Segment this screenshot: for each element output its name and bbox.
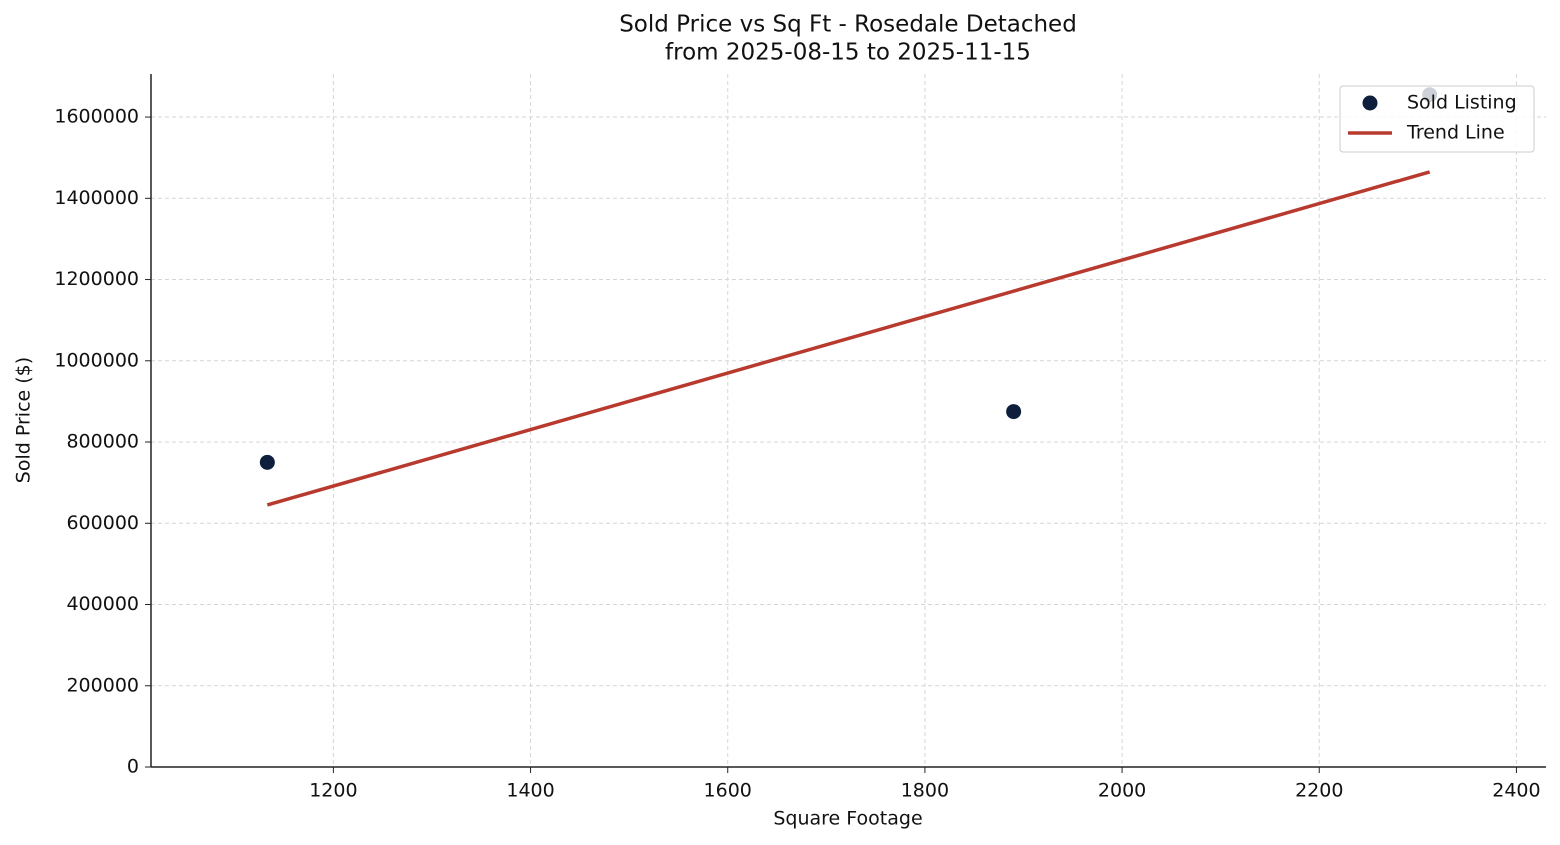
x-tick-label: 2000 <box>1098 780 1146 802</box>
x-tick-label: 1400 <box>506 780 554 802</box>
legend-box <box>1339 85 1535 153</box>
point <box>1006 404 1022 420</box>
y-tick-label: 1400000 <box>54 187 139 209</box>
point <box>259 454 275 470</box>
y-tick-label: 600000 <box>66 512 139 534</box>
y-axis-label: Sold Price ($) <box>13 357 35 483</box>
y-tick-label: 400000 <box>66 593 139 615</box>
legend-label: Trend Line <box>1406 122 1505 144</box>
x-tick-label: 2200 <box>1295 780 1343 802</box>
chart-title: Sold Price vs Sq Ft - Rosedale Detached <box>619 12 1077 38</box>
y-tick-label: 1200000 <box>54 268 139 290</box>
x-tick-label: 1200 <box>309 780 357 802</box>
legend-marker <box>1362 95 1378 111</box>
y-tick-label: 200000 <box>66 674 139 696</box>
y-tick-label: 0 <box>127 756 139 778</box>
y-tick-label: 1000000 <box>54 349 139 371</box>
x-tick-label: 2400 <box>1492 780 1540 802</box>
y-tick-label: 1600000 <box>54 106 139 128</box>
x-axis-label: Square Footage <box>773 808 922 830</box>
x-tick-label: 1800 <box>901 780 949 802</box>
y-tick-label: 800000 <box>66 431 139 453</box>
x-tick-label: 1600 <box>704 780 752 802</box>
chart-subtitle: from 2025-08-15 to 2025-11-15 <box>665 40 1031 66</box>
legend-label: Sold Listing <box>1407 92 1517 114</box>
trend-line <box>266 170 1431 507</box>
